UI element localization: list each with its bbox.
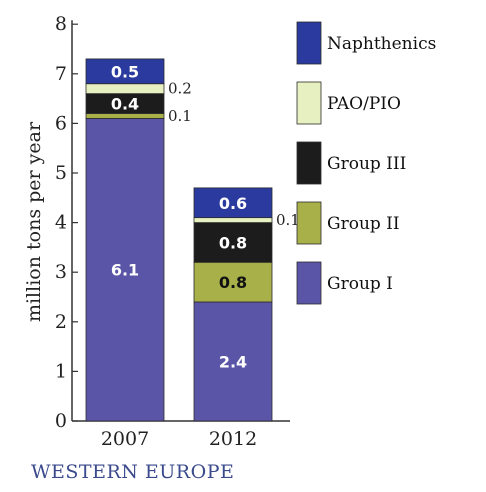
bar-segment: [85, 118, 165, 422]
bar-segment: [85, 113, 165, 119]
y-tick-label: 7: [55, 63, 67, 85]
legend-label: Group I: [327, 274, 393, 294]
legend: Naphthenics PAO/PIO Group III Group II Group…: [296, 21, 436, 305]
legend-label: Group III: [327, 154, 406, 174]
y-tick-label: 5: [55, 162, 67, 184]
y-tick-label: 3: [55, 261, 67, 283]
legend-swatch: [296, 201, 322, 245]
bar-segment: [85, 83, 165, 95]
legend-swatch: [296, 21, 322, 65]
data-label: 0.1: [168, 107, 192, 125]
y-tick-label: 2: [55, 311, 67, 333]
x-tick-label: 2012: [209, 428, 257, 450]
y-tick-label: 1: [55, 360, 67, 382]
y-tick-label: 4: [55, 212, 67, 234]
data-label: 0.2: [168, 80, 192, 98]
footer-label: WESTERN EUROPE: [31, 461, 234, 483]
legend-swatch: [296, 261, 322, 305]
data-label: 0.8: [219, 233, 247, 252]
data-label: 0.6: [219, 194, 247, 213]
bar-segment: [193, 217, 273, 223]
data-label: 0.8: [219, 273, 247, 292]
legend-swatch: [296, 81, 322, 125]
data-label: 0.1: [276, 211, 300, 229]
bar-segment: [193, 187, 273, 219]
legend-swatch: [296, 141, 322, 185]
bars: 6.1 0.1 0.4 0.2 0.5 2.4 0.8 0.8 0.1 0.6: [85, 58, 300, 422]
x-tick-label: 2007: [101, 428, 149, 450]
y-tick-label: 6: [55, 112, 67, 134]
y-axis-label: million tons per year: [23, 121, 45, 322]
legend-label: PAO/PIO: [327, 94, 401, 114]
data-label: 6.1: [111, 261, 139, 280]
data-label: 2.4: [219, 352, 247, 371]
legend-label: Naphthenics: [327, 34, 436, 54]
legend-label: Group II: [327, 214, 400, 234]
data-label: 0.5: [111, 62, 139, 81]
bar-segment: [85, 58, 165, 85]
bar-segment: [193, 261, 273, 303]
y-tick-label: 8: [55, 13, 67, 35]
y-tick-label: 0: [55, 410, 67, 432]
axes: 0 1 2 3 4 5 6 7 8 2007 2012: [55, 13, 290, 450]
bar-segment: [193, 222, 273, 263]
data-label: 0.4: [111, 95, 139, 114]
